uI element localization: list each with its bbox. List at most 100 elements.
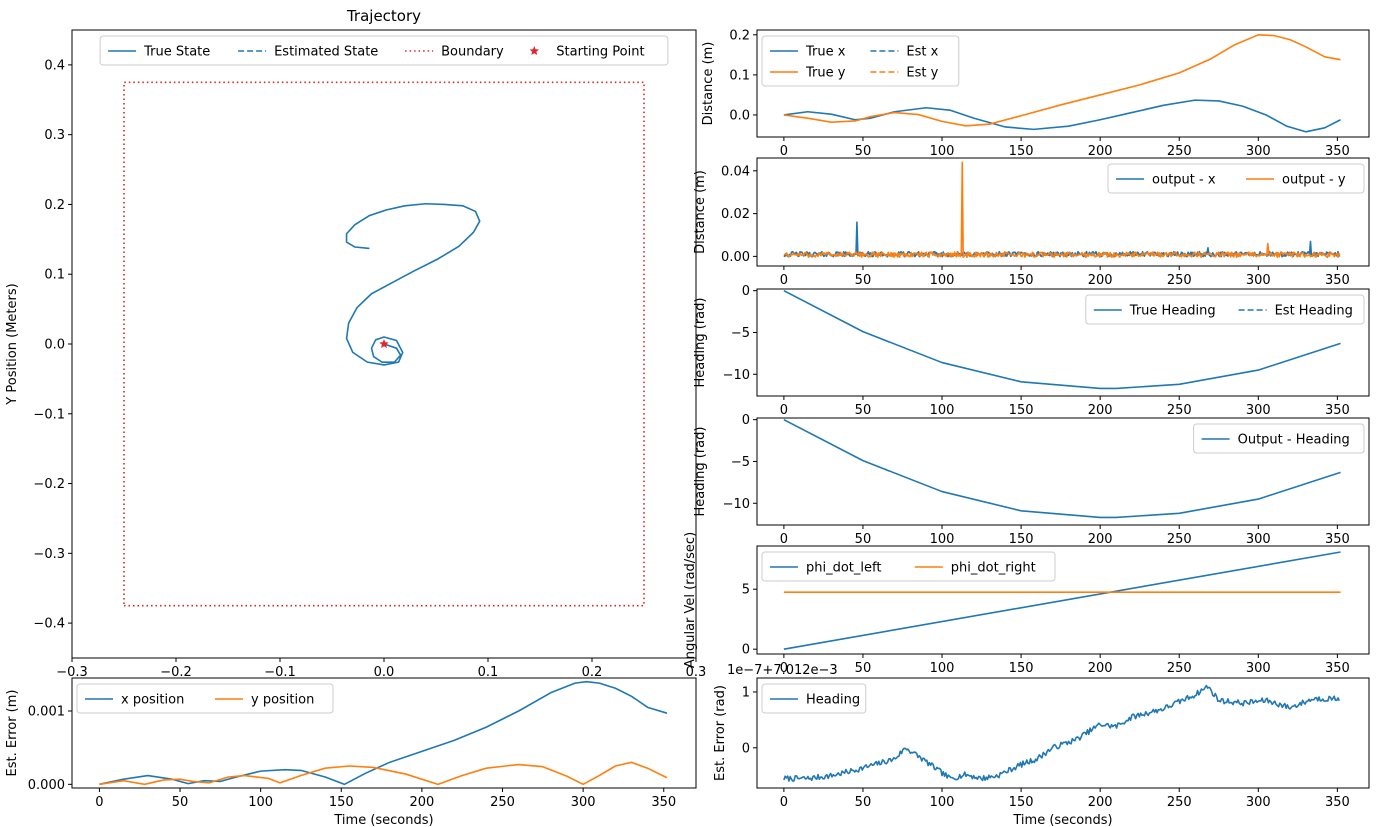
axes-frame: [756, 29, 1370, 138]
axes-frame: [756, 417, 1370, 526]
y-tick-label: 0.1: [729, 68, 750, 83]
legend-star-icon: [529, 46, 540, 56]
x-tick-label: 0.3: [686, 665, 707, 680]
x-tick-label: 50: [855, 403, 872, 418]
legend-box: [1193, 423, 1365, 454]
legend: True Heading Est Heading: [1085, 294, 1365, 325]
y-tick-label: 0.0: [729, 108, 750, 123]
chart-heading-output: 0 50 100 150 200 250 300 350 −10 −5 0 Heading (rad)…: [693, 413, 1370, 547]
y-tick-label: −0.3: [33, 547, 65, 562]
x-tick-label: 250: [1167, 403, 1192, 418]
x-tick-label: 50: [855, 795, 872, 810]
y-tick-label: −5: [731, 326, 750, 341]
x-tick-label: 50: [855, 532, 872, 547]
y-tick-label: 0.0: [44, 338, 65, 353]
legend-label: True x: [805, 45, 846, 60]
starting-point-marker: [379, 339, 389, 349]
plot-area: [783, 161, 1341, 259]
chart-est-error-xy: 0 50 100 150 200 250 300 350 0.000 0.001 Est. Erro…: [5, 677, 697, 827]
legend-label: True State: [143, 45, 210, 60]
legend: output - x output - y: [1107, 163, 1365, 194]
x-tick-label: 250: [1167, 144, 1192, 159]
y-tick-label: 0: [742, 643, 750, 658]
legend: x position y position: [76, 683, 334, 714]
legend-box: [761, 551, 1056, 582]
y-tick-label: −0.4: [33, 617, 65, 632]
x-tick-label: 350: [1325, 532, 1350, 547]
x-tick-label: 150: [1009, 795, 1034, 810]
x-tick-label: 0.2: [582, 665, 603, 680]
axes-frame: [756, 157, 1370, 267]
x-tick-label: 100: [930, 532, 955, 547]
x-tick-label: 250: [1167, 532, 1192, 547]
legend-label: Est x: [906, 45, 938, 60]
series-line-true-y: [783, 34, 1341, 127]
y-tick-label: 0.00: [721, 250, 750, 265]
chart-distance-output: 0 50 100 150 200 250 300 350 0.00 0.02 0.04 Distanc…: [693, 157, 1370, 288]
x-tick-label: 100: [930, 144, 955, 159]
legend-label: phi_dot_right: [951, 561, 1036, 576]
y-tick-label: −0.2: [33, 477, 65, 492]
x-axis-label: Time (seconds): [333, 813, 433, 827]
legend-label: output - y: [1282, 173, 1346, 188]
y-tick-label: 5: [742, 583, 750, 598]
x-tick-label: 300: [1246, 273, 1271, 288]
series-line-output-x: [783, 221, 1341, 258]
x-tick-label: 100: [930, 403, 955, 418]
series-line-output-y: [783, 161, 1341, 259]
chart-angular-velocity: 0 50 100 150 200 250 300 350 0 5 Angular Vel (rad/…: [683, 532, 1370, 676]
legend-label: phi_dot_left: [806, 561, 881, 576]
x-tick-label: 0: [780, 403, 788, 418]
legend-box: [99, 35, 669, 66]
chart-heading-true-est: 0 50 100 150 200 250 300 350 −10 −5 0 Heading (rad)…: [693, 284, 1370, 418]
x-tick-label: 300: [1246, 532, 1271, 547]
axes-frame: [71, 677, 697, 789]
x-tick-label: 0.1: [478, 665, 499, 680]
x-tick-label: 0.0: [374, 665, 395, 680]
y-tick-label: −5: [731, 455, 750, 470]
y-axis-label: Distance (m): [693, 170, 708, 254]
legend: phi_dot_left phi_dot_right: [761, 551, 1056, 582]
x-tick-label: 300: [1246, 795, 1271, 810]
y-tick-label: −10: [723, 497, 750, 512]
legend: True x True y Est x Est y: [761, 35, 960, 87]
series-line-x-position: [99, 680, 668, 786]
chart-distance-true-est: 0 50 100 150 200 250 300 350 0.0 0.1 0.2 Distance (…: [701, 28, 1370, 159]
legend-label: x position: [121, 693, 184, 708]
x-tick-label: 300: [571, 795, 596, 810]
x-tick-label: 300: [1246, 144, 1271, 159]
x-tick-label: 300: [1246, 661, 1271, 676]
x-tick-label: 350: [651, 795, 676, 810]
legend-label: Estimated State: [274, 45, 378, 60]
x-tick-label: 350: [1325, 273, 1350, 288]
chart-heading-est-error: 0 50 100 150 200 250 300 350 0 1 Est. Error (rad) T…: [713, 663, 1370, 827]
axes-frame: [756, 545, 1370, 655]
legend-label: Boundary: [441, 45, 504, 60]
legend-box: [76, 683, 334, 714]
axes-frame: [756, 288, 1370, 397]
y-axis-label: Angular Vel (rad/sec): [683, 532, 698, 668]
x-tick-label: 50: [855, 144, 872, 159]
legend-label: output - x: [1152, 173, 1216, 188]
x-tick-label: 0: [780, 795, 788, 810]
y-tick-label: 0.1: [44, 268, 65, 283]
series-line-phi-dot-left: [783, 551, 1341, 650]
legend-label: True Heading: [1129, 304, 1216, 319]
y-tick-label: 0.2: [729, 28, 750, 43]
y-tick-label: 0.001: [28, 705, 65, 720]
x-tick-label: 200: [1088, 532, 1113, 547]
chart-title: Trajectory: [346, 7, 421, 25]
y-axis-label: Distance (m): [701, 42, 716, 126]
y-tick-label: 0.2: [44, 198, 65, 213]
y-tick-label: 0.3: [44, 128, 65, 143]
chart-trajectory: −0.3 −0.2 −0.1 0.0 0.1 0.2 0.3 −0.4 −0.3 −0.2 −0.1…: [5, 7, 706, 680]
series-line-true-state: [345, 202, 481, 366]
series-line-output-heading: [783, 418, 1341, 519]
x-tick-label: 150: [1009, 532, 1034, 547]
offset-text: 1e−7+7.012e−3: [727, 663, 838, 678]
x-tick-label: 250: [1167, 661, 1192, 676]
plot-area: [99, 680, 668, 786]
x-tick-label: 150: [1009, 661, 1034, 676]
legend-label: True y: [805, 66, 846, 81]
